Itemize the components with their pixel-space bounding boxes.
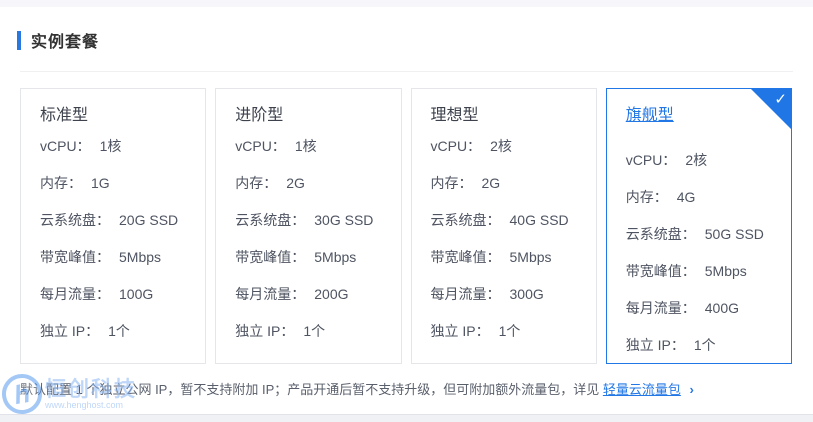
traffic-pack-link[interactable]: 轻量云流量包 bbox=[602, 382, 681, 397]
chevron-right-icon[interactable]: › bbox=[689, 382, 694, 397]
header-divider bbox=[20, 71, 793, 72]
spec-label: 独立 IP： bbox=[40, 322, 100, 339]
plan-card-advanced[interactable]: 进阶型 vCPU： 1核 内存： 2G 云系统盘： 30G SSD 带宽峰值： … bbox=[215, 88, 402, 364]
spec-row-disk: 云系统盘： 20G SSD bbox=[40, 201, 186, 238]
title-accent-bar bbox=[17, 30, 21, 50]
spec-row-bandwidth: 带宽峰值： 5Mbps bbox=[40, 238, 186, 275]
spec-value: 20G SSD bbox=[119, 211, 179, 228]
spec-value: 1个 bbox=[693, 336, 716, 353]
spec-row-bandwidth: 带宽峰值： 5Mbps bbox=[431, 238, 577, 275]
spec-value: 4G bbox=[676, 188, 696, 205]
spec-row-traffic: 每月流量： 400G bbox=[626, 289, 772, 326]
spec-value: 1个 bbox=[108, 322, 130, 339]
spec-row-memory: 内存： 2G bbox=[235, 164, 381, 201]
spec-label: 独立 IP： bbox=[625, 336, 685, 353]
spec-value: 200G bbox=[314, 285, 349, 302]
spec-value: 1个 bbox=[498, 322, 521, 339]
spec-label: 独立 IP： bbox=[430, 322, 490, 339]
spec-row-traffic: 每月流量： 300G bbox=[431, 275, 577, 312]
spec-row-disk: 云系统盘： 30G SSD bbox=[235, 201, 381, 238]
spec-label: 内存： bbox=[40, 174, 82, 191]
section-header: 实例套餐 bbox=[17, 28, 99, 52]
bottom-band bbox=[0, 414, 813, 422]
spec-value: 50G SSD bbox=[704, 225, 764, 242]
spec-label: 带宽峰值： bbox=[40, 248, 110, 265]
spec-row-bandwidth: 带宽峰值： 5Mbps bbox=[626, 252, 772, 289]
spec-row-ip: 独立 IP： 1个 bbox=[235, 312, 381, 349]
spec-row-memory: 内存： 2G bbox=[431, 164, 577, 201]
spec-label: 每月流量： bbox=[625, 299, 696, 316]
spec-value: 100G bbox=[119, 285, 154, 302]
plan-title: 旗舰型 bbox=[625, 107, 674, 124]
spec-row-traffic: 每月流量： 100G bbox=[40, 275, 186, 312]
plan-title: 理想型 bbox=[430, 107, 479, 124]
spec-value: 40G SSD bbox=[509, 211, 569, 228]
top-band bbox=[0, 0, 813, 7]
spec-label: 带宽峰值： bbox=[430, 248, 501, 265]
spec-value: 300G bbox=[509, 285, 544, 302]
spec-row-bandwidth: 带宽峰值： 5Mbps bbox=[235, 238, 381, 275]
plan-title: 进阶型 bbox=[235, 107, 284, 124]
spec-row-ip: 独立 IP： 1个 bbox=[40, 312, 186, 349]
plan-title: 标准型 bbox=[40, 107, 89, 124]
spec-value: 2G bbox=[481, 174, 501, 191]
spec-label: vCPU： bbox=[430, 137, 482, 154]
watermark-url: www.henghost.com bbox=[45, 399, 124, 410]
spec-value: 400G bbox=[704, 299, 739, 316]
check-icon: ✓ bbox=[774, 91, 787, 108]
plan-card-standard[interactable]: 标准型 vCPU： 1核 内存： 1G 云系统盘： 20G SSD 带宽峰值： … bbox=[20, 88, 207, 364]
spec-row-vcpu: vCPU： 1核 bbox=[40, 127, 186, 164]
spec-label: vCPU： bbox=[40, 137, 91, 154]
spec-value: 2核 bbox=[685, 151, 708, 168]
spec-row-memory: 内存： 4G bbox=[626, 178, 772, 215]
spec-label: 云系统盘： bbox=[625, 225, 696, 242]
spec-value: 5Mbps bbox=[314, 248, 357, 265]
plan-card-flagship[interactable]: ✓ 旗舰型 vCPU： 2核 内存： 4G 云系统盘： 50G SSD 带宽峰值… bbox=[605, 88, 792, 364]
spec-value: 2核 bbox=[490, 137, 512, 154]
spec-label: 带宽峰值： bbox=[625, 262, 696, 279]
plan-card-list: 标准型 vCPU： 1核 内存： 1G 云系统盘： 20G SSD 带宽峰值： … bbox=[20, 88, 792, 364]
spec-value: 30G SSD bbox=[314, 211, 374, 228]
spec-row-ip: 独立 IP： 1个 bbox=[626, 326, 772, 363]
spec-row-traffic: 每月流量： 200G bbox=[235, 275, 381, 312]
spec-label: vCPU： bbox=[625, 151, 677, 168]
spec-value: 1核 bbox=[99, 137, 122, 154]
spec-value: 5Mbps bbox=[509, 248, 552, 265]
spec-value: 5Mbps bbox=[119, 248, 162, 265]
spec-row-disk: 云系统盘： 50G SSD bbox=[626, 215, 772, 252]
spec-value: 1个 bbox=[303, 322, 326, 339]
spec-row-ip: 独立 IP： 1个 bbox=[431, 312, 577, 349]
spec-label: 内存： bbox=[430, 174, 473, 191]
footnote-text: 默认配置 1 个独立公网 IP，暂不支持附加 IP；产品开通后暂不支持升级，但可… bbox=[20, 382, 600, 397]
spec-label: 每月流量： bbox=[430, 285, 501, 302]
spec-label: 带宽峰值： bbox=[235, 248, 306, 265]
spec-row-disk: 云系统盘： 40G SSD bbox=[431, 201, 577, 238]
spec-label: 云系统盘： bbox=[430, 211, 501, 228]
spec-value: 1核 bbox=[294, 137, 317, 154]
spec-label: 云系统盘： bbox=[40, 211, 110, 228]
spec-label: 每月流量： bbox=[235, 285, 306, 302]
spec-label: 云系统盘： bbox=[235, 211, 306, 228]
spec-label: 内存： bbox=[625, 188, 668, 205]
spec-label: 独立 IP： bbox=[235, 322, 295, 339]
spec-row-vcpu: vCPU： 2核 bbox=[431, 127, 577, 164]
spec-row-vcpu: vCPU： 2核 bbox=[626, 141, 772, 178]
spec-label: 每月流量： bbox=[40, 285, 110, 302]
spec-label: vCPU： bbox=[235, 137, 286, 154]
spec-row-memory: 内存： 1G bbox=[40, 164, 186, 201]
page-title: 实例套餐 bbox=[31, 34, 100, 51]
spec-row-vcpu: vCPU： 1核 bbox=[235, 127, 381, 164]
spec-label: 内存： bbox=[235, 174, 278, 191]
spec-value: 1G bbox=[91, 174, 110, 191]
spec-value: 5Mbps bbox=[704, 262, 747, 279]
spec-value: 2G bbox=[286, 174, 305, 191]
plan-card-ideal[interactable]: 理想型 vCPU： 2核 内存： 2G 云系统盘： 40G SSD 带宽峰值： … bbox=[410, 88, 597, 364]
footnote: 默认配置 1 个独立公网 IP，暂不支持附加 IP；产品开通后暂不支持升级，但可… bbox=[20, 379, 694, 398]
